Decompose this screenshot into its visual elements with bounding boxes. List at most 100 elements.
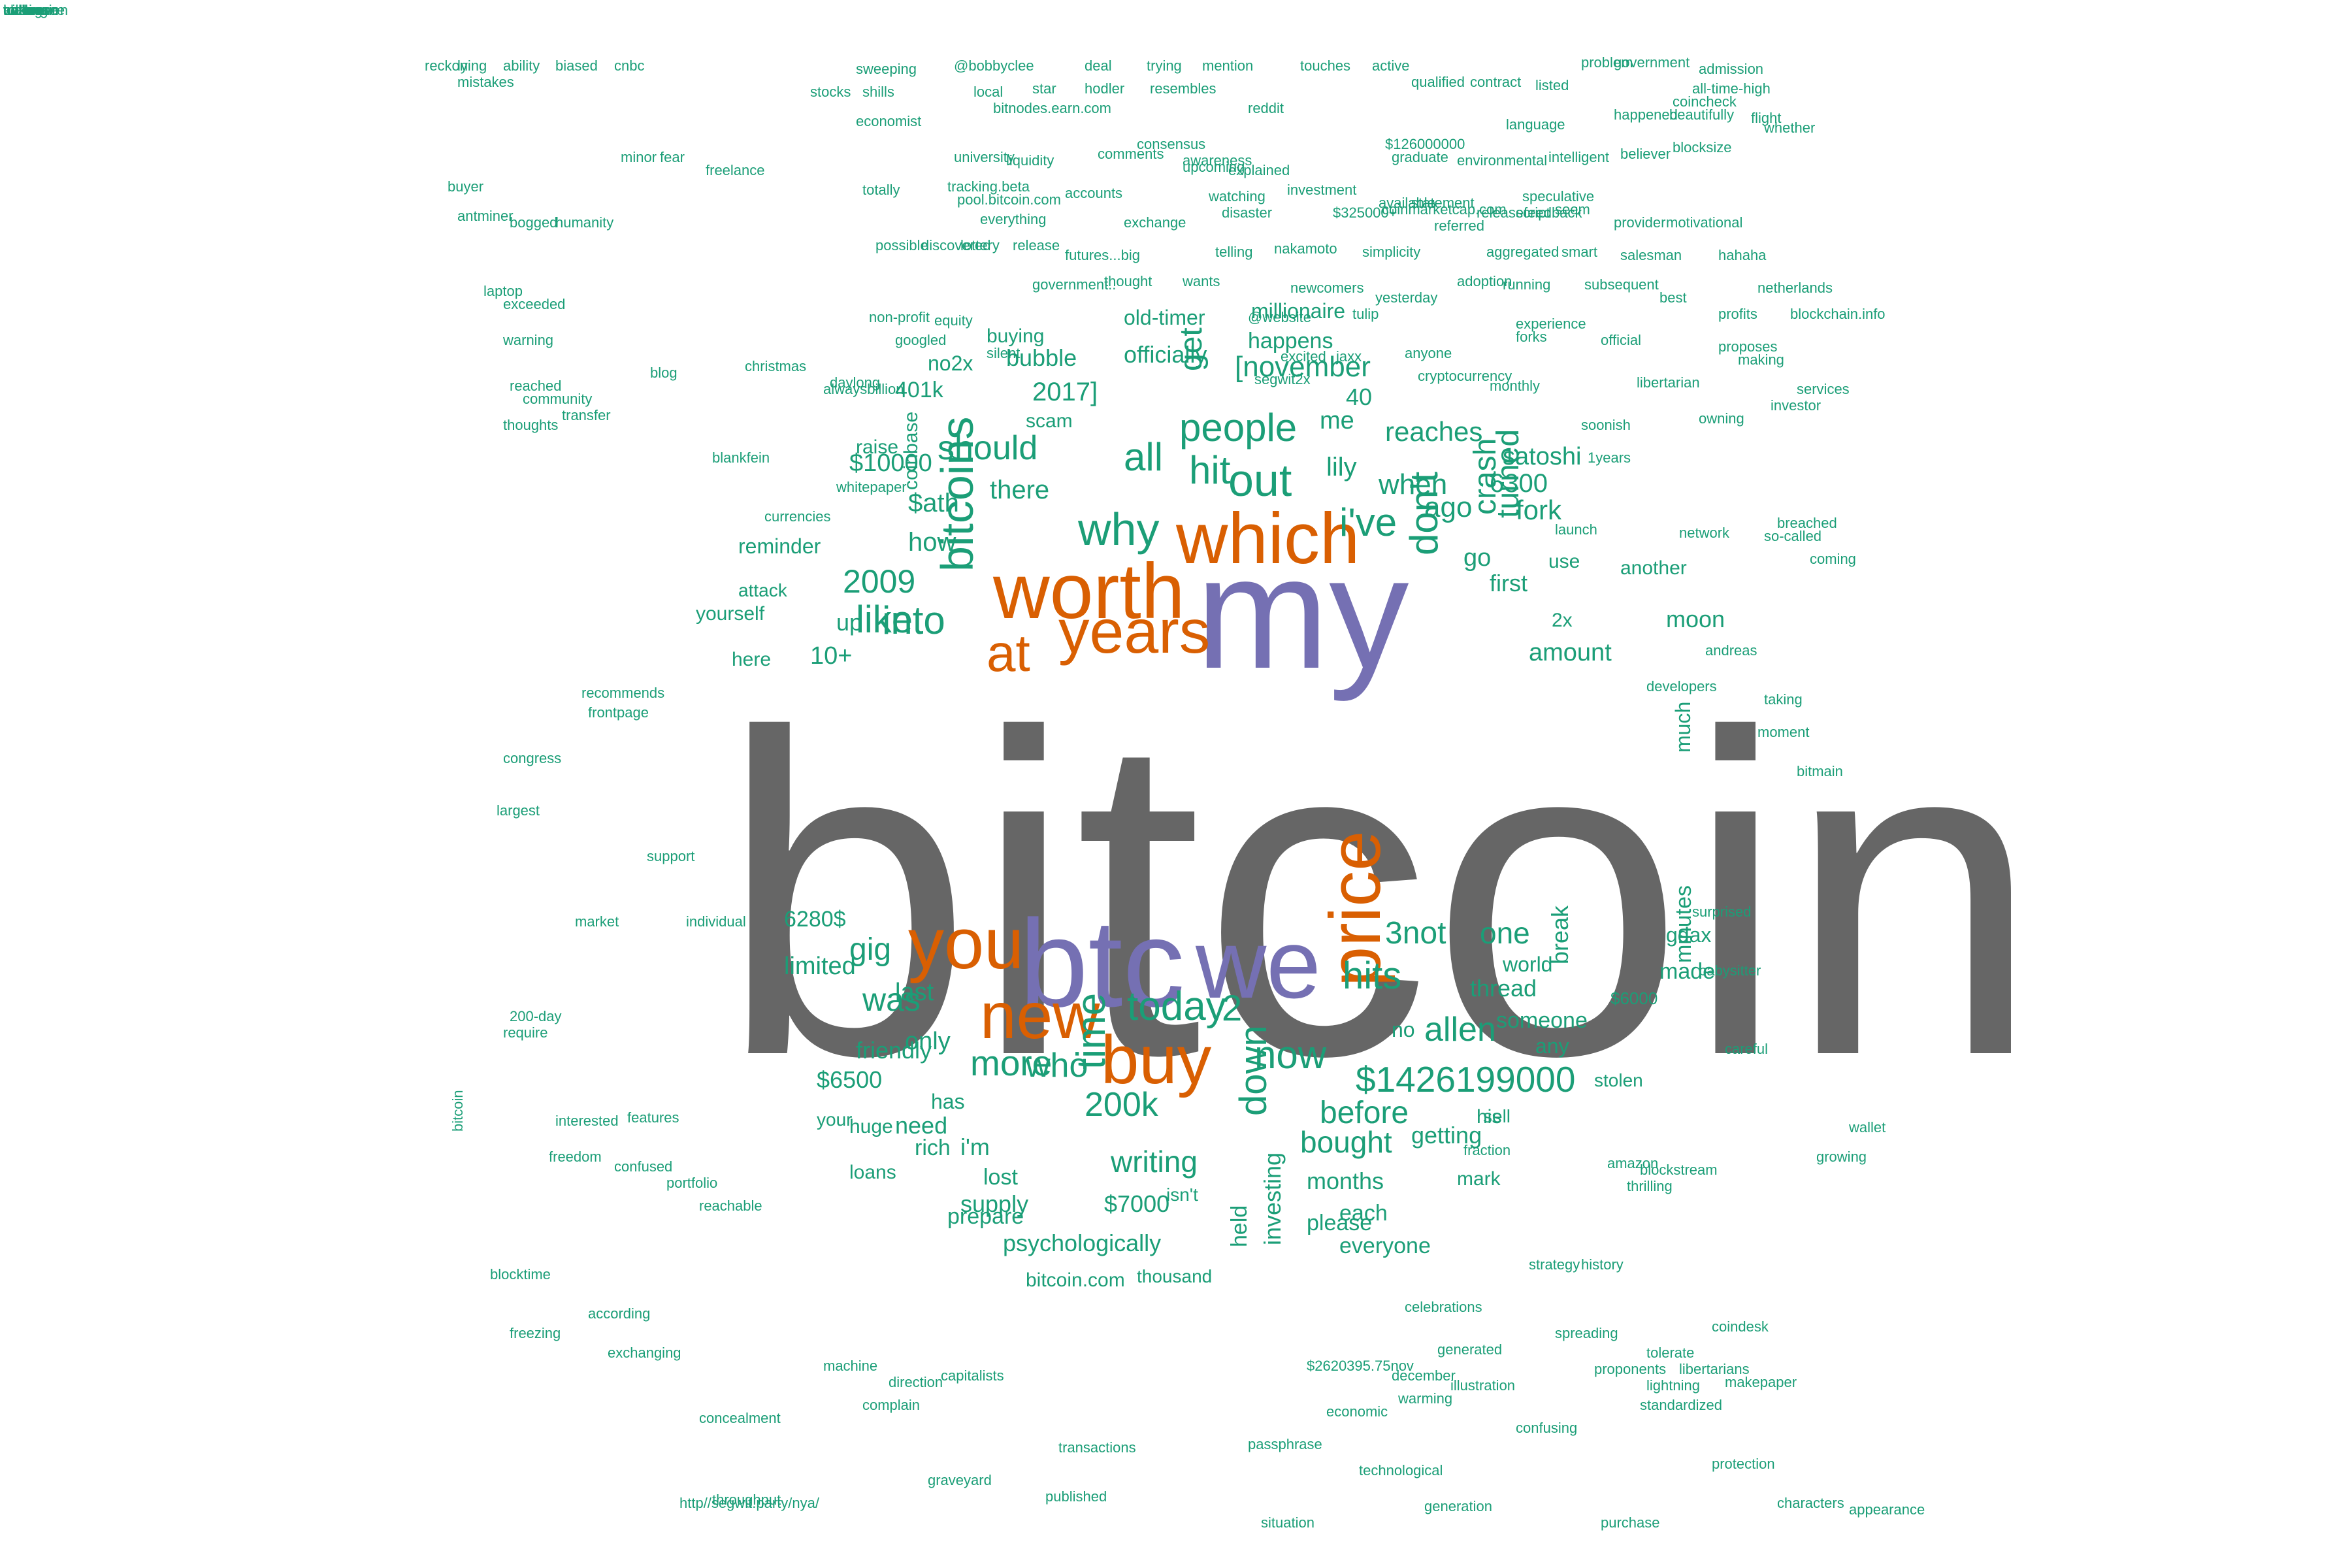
cloud-word: 2017] — [1032, 378, 1098, 406]
cloud-word: awareness — [1183, 152, 1252, 169]
cloud-word: cryptocurrency — [1418, 368, 1512, 384]
cloud-word: bitcoin — [449, 1090, 466, 1132]
cloud-word: blocktime — [490, 1266, 551, 1282]
cloud-word: exchanging — [608, 1345, 681, 1361]
cloud-word: history — [1581, 1256, 1624, 1273]
cloud-word: listed — [1535, 77, 1569, 93]
cloud-word: each — [1339, 1201, 1388, 1226]
cloud-word: i've — [1339, 500, 1397, 544]
cloud-word: humanity — [555, 214, 614, 231]
cloud-word: support — [647, 848, 695, 864]
cloud-word: 2x — [1552, 610, 1573, 631]
cloud-word: babysitter — [1699, 962, 1761, 979]
cloud-word: yourself — [696, 603, 765, 625]
cloud-word: hit — [1189, 448, 1231, 492]
cloud-word: huge — [849, 1116, 893, 1137]
cloud-word: mistakes — [457, 74, 514, 90]
cloud-word: before — [1320, 1096, 1409, 1130]
cloud-word: everything — [980, 211, 1047, 227]
cloud-word: minutes — [1671, 885, 1696, 963]
cloud-word: careful — [1725, 1041, 1769, 1057]
cloud-word: my — [1196, 523, 1409, 702]
cloud-word: concealment — [699, 1410, 781, 1426]
cloud-word: [november — [1235, 351, 1371, 383]
cloud-word: ago — [1424, 491, 1473, 523]
cloud-word: happens — [1248, 329, 1333, 353]
cloud-word: monthly — [1490, 378, 1541, 394]
cloud-word: laptop — [483, 283, 523, 299]
cloud-word: hodler — [1085, 80, 1125, 97]
cloud-word: bitcoin — [719, 640, 2041, 1151]
cloud-word: isn't — [1166, 1184, 1198, 1205]
cloud-word: minor — [621, 149, 657, 165]
cloud-word: @website — [1248, 309, 1311, 325]
cloud-word: getting — [1411, 1122, 1482, 1149]
cloud-word: 3not — [1385, 916, 1446, 951]
cloud-word: flight — [1751, 110, 1782, 126]
cloud-word: consensus — [1137, 136, 1206, 152]
cloud-word: change — [3, 2, 51, 18]
cloud-word: jaxx — [1336, 348, 1362, 365]
cloud-word: raise — [856, 436, 899, 458]
cloud-word: believer — [1620, 146, 1671, 162]
cloud-word: shills — [862, 84, 894, 100]
cloud-word: wants — [1183, 273, 1220, 289]
cloud-word: btc — [1019, 894, 1185, 1033]
cloud-word: 40 — [1346, 384, 1373, 410]
cloud-word: here — [732, 649, 772, 670]
cloud-word: sell — [1483, 1106, 1511, 1126]
cloud-word: reaches — [1385, 416, 1483, 447]
cloud-word: antminer — [457, 208, 514, 224]
cloud-word: newcomers — [1290, 280, 1364, 296]
cloud-word: deal — [1085, 57, 1112, 74]
cloud-word: happened — [1614, 106, 1678, 123]
cloud-word: blockstream — [1640, 1162, 1718, 1178]
cloud-word: graduate — [1392, 149, 1448, 165]
cloud-word: lightning — [1646, 1377, 1700, 1394]
cloud-word: netherlands — [1757, 280, 1833, 296]
cloud-word: blockchain.info — [1790, 306, 1886, 322]
cloud-word: ability — [503, 57, 540, 74]
cloud-word: old-timer — [1124, 306, 1205, 329]
cloud-word: freezing — [510, 1325, 561, 1341]
cloud-word: network — [1679, 525, 1730, 541]
cloud-word: resembles — [1150, 80, 1217, 97]
cloud-word: protection — [1712, 1456, 1775, 1472]
cloud-word: amount — [1529, 639, 1612, 666]
cloud-word: accounts — [1065, 185, 1123, 201]
cloud-word: $ath — [908, 489, 959, 517]
cloud-word: salesman — [1620, 247, 1682, 263]
cloud-word: warming — [1398, 1390, 1453, 1407]
cloud-word: up — [836, 609, 863, 636]
cloud-word: proposes — [1718, 338, 1778, 355]
cloud-word: nakamoto — [1274, 240, 1337, 257]
cloud-word: illustration — [1450, 1377, 1516, 1394]
cloud-word: beautifully — [1669, 106, 1735, 123]
cloud-word: problem — [1581, 54, 1633, 71]
cloud-word: investing — [1259, 1152, 1286, 1245]
cloud-word: someone — [1496, 1008, 1588, 1033]
cloud-word: individual — [686, 913, 746, 930]
cloud-word: writing — [1111, 1145, 1198, 1179]
cloud-word: disaster — [1222, 204, 1273, 221]
cloud-word: throughput — [712, 1492, 781, 1508]
cloud-word: bitcoin.com — [1026, 1269, 1125, 1291]
cloud-word: $126000000 — [1385, 136, 1465, 152]
cloud-word: mark — [1457, 1168, 1501, 1190]
cloud-word: complain — [862, 1397, 921, 1413]
cloud-word: community — [523, 391, 593, 407]
cloud-word: $2620395.75nov — [1307, 1358, 1414, 1374]
cloud-word: speculative — [1522, 188, 1595, 204]
cloud-word: thread — [1470, 975, 1537, 1002]
cloud-word: tulip — [1352, 306, 1379, 322]
cloud-word: rich — [915, 1135, 951, 1160]
cloud-word: made — [1659, 959, 1716, 984]
cloud-word: trying — [1147, 57, 1182, 74]
cloud-word: transactions — [1058, 1439, 1136, 1456]
cloud-word: soonish — [1581, 417, 1631, 433]
cloud-word: smart — [1561, 244, 1597, 260]
cloud-word: profits — [1718, 306, 1757, 322]
cloud-word: tolerate — [1646, 1345, 1695, 1361]
cloud-word: bogged — [510, 214, 558, 231]
cloud-word: psychologically — [1003, 1230, 1162, 1256]
